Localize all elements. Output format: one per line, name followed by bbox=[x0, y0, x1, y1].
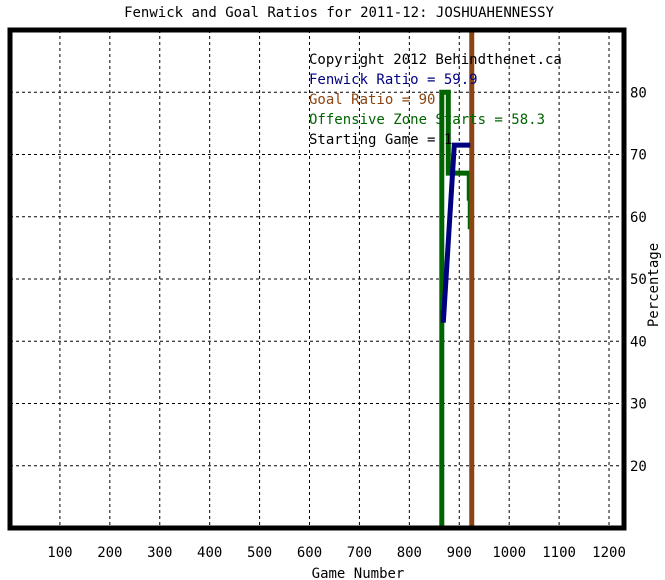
x-tick-labels: 100 200 300 400 500 600 700 800 900 1000 1100 1200 bbox=[47, 545, 626, 561]
y-axis-label: Percentage bbox=[646, 243, 662, 327]
annotation-1: Fenwick Ratio = 59.9 bbox=[309, 72, 478, 88]
x-tick-label-5: 600 bbox=[297, 545, 322, 561]
y-tick-label-2: 40 bbox=[630, 334, 647, 350]
y-tick-label-5: 70 bbox=[630, 148, 647, 164]
x-tick-label-6: 700 bbox=[347, 545, 372, 561]
x-tick-label-1: 200 bbox=[97, 545, 122, 561]
y-tick-label-4: 60 bbox=[630, 210, 647, 226]
annotation-3: Offensive Zone Starts = 58.3 bbox=[309, 112, 545, 128]
y-tick-label-1: 30 bbox=[630, 397, 647, 413]
y-tick-label-3: 50 bbox=[630, 272, 647, 288]
x-tick-label-10: 1100 bbox=[542, 545, 576, 561]
plot-frame bbox=[7, 27, 627, 531]
legend: Copyright 2012 Behindthenet.ca Fenwick Ra… bbox=[309, 52, 562, 148]
x-tick-label-9: 1000 bbox=[492, 545, 526, 561]
y-tick-labels: 20 30 40 50 60 70 80 bbox=[630, 85, 647, 475]
chart-title: Fenwick and Goal Ratios for 2011-12: JOS… bbox=[124, 5, 554, 21]
x-tick-label-8: 900 bbox=[447, 545, 472, 561]
x-tick-label-2: 300 bbox=[147, 545, 172, 561]
series-line-2 bbox=[440, 142, 471, 323]
x-axis-label: Game Number bbox=[312, 566, 405, 580]
x-tick-label-0: 100 bbox=[47, 545, 72, 561]
y-tick-label-6: 80 bbox=[630, 85, 647, 101]
x-tick-label-11: 1200 bbox=[592, 545, 626, 561]
series-layer bbox=[439, 30, 475, 528]
annotation-4: Starting Game = 1 bbox=[309, 132, 452, 148]
annotation-0: Copyright 2012 Behindthenet.ca bbox=[309, 52, 562, 68]
annotation-2: Goal Ratio = 90 bbox=[309, 92, 435, 108]
x-tick-label-4: 500 bbox=[247, 545, 272, 561]
y-tick-label-0: 20 bbox=[630, 459, 647, 475]
x-tick-label-3: 400 bbox=[197, 545, 222, 561]
grid bbox=[10, 30, 624, 528]
x-tick-label-7: 800 bbox=[397, 545, 422, 561]
